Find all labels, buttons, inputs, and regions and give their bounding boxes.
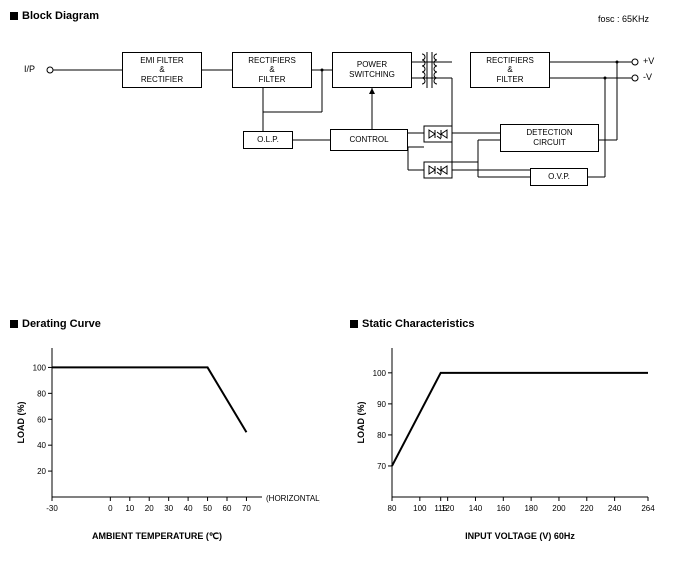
svg-text:120: 120 — [441, 504, 455, 513]
svg-text:40: 40 — [184, 504, 193, 513]
svg-text:20: 20 — [145, 504, 154, 513]
neg-v-label: -V — [643, 72, 652, 82]
static-title: Static Characteristics — [350, 318, 660, 330]
emi-filter-block: EMI FILTER&RECTIFIER — [122, 52, 202, 88]
svg-text:240: 240 — [608, 504, 622, 513]
svg-text:LOAD (%): LOAD (%) — [356, 402, 366, 444]
svg-text:AMBIENT TEMPERATURE (℃): AMBIENT TEMPERATURE (℃) — [92, 531, 222, 541]
svg-text:40: 40 — [37, 441, 46, 450]
svg-text:INPUT VOLTAGE (V) 60Hz: INPUT VOLTAGE (V) 60Hz — [465, 531, 575, 541]
svg-text:100: 100 — [373, 369, 387, 378]
olp-block: O.L.P. — [243, 131, 293, 149]
svg-text:-30: -30 — [46, 504, 58, 513]
rectifier1-block: RECTIFIERS&FILTER — [232, 52, 312, 88]
svg-text:LOAD (%): LOAD (%) — [16, 402, 26, 444]
svg-text:20: 20 — [37, 467, 46, 476]
svg-text:200: 200 — [552, 504, 566, 513]
svg-text:140: 140 — [469, 504, 483, 513]
svg-text:80: 80 — [377, 431, 386, 440]
block-diagram-title-text: Block Diagram — [22, 10, 99, 22]
svg-text:60: 60 — [37, 415, 46, 424]
svg-text:60: 60 — [223, 504, 232, 513]
svg-text:10: 10 — [125, 504, 134, 513]
svg-text:100: 100 — [413, 504, 427, 513]
derating-title: Derating Curve — [10, 318, 320, 330]
svg-text:(HORIZONTAL): (HORIZONTAL) — [266, 494, 320, 503]
svg-text:100: 100 — [33, 363, 47, 372]
svg-text:160: 160 — [497, 504, 511, 513]
block-diagram-title: Block Diagram — [10, 10, 668, 22]
svg-text:0: 0 — [108, 504, 113, 513]
svg-text:264: 264 — [641, 504, 655, 513]
svg-text:80: 80 — [37, 389, 46, 398]
square-bullet-icon — [350, 320, 358, 328]
svg-text:80: 80 — [388, 504, 397, 513]
svg-text:180: 180 — [524, 504, 538, 513]
control-block: CONTROL — [330, 129, 408, 151]
svg-text:50: 50 — [203, 504, 212, 513]
static-chart: 7080901008010011512014016018020022024026… — [350, 340, 660, 545]
derating-title-text: Derating Curve — [22, 318, 101, 330]
derating-chart: 20 40 60 80 100 -30 0 10 20 30 40 50 60 70 LOAD (%) AMB… — [10, 340, 320, 545]
svg-text:70: 70 — [377, 462, 386, 471]
opto-icon — [424, 126, 452, 142]
rectifier2-block: RECTIFIERS&FILTER — [470, 52, 550, 88]
power-switching-block: POWERSWITCHING — [332, 52, 412, 88]
block-diagram: I/P +V -V EMI FILTER&RECTIFIER RECTIFIER… — [10, 22, 670, 222]
svg-text:220: 220 — [580, 504, 594, 513]
svg-text:90: 90 — [377, 400, 386, 409]
ovp-block: O.V.P. — [530, 168, 588, 186]
square-bullet-icon — [10, 12, 18, 20]
detection-block: DETECTIONCIRCUIT — [500, 124, 599, 152]
opto-icon — [424, 162, 452, 178]
static-title-text: Static Characteristics — [362, 318, 475, 330]
svg-text:70: 70 — [242, 504, 251, 513]
square-bullet-icon — [10, 320, 18, 328]
pos-v-label: +V — [643, 56, 654, 66]
input-label: I/P — [24, 64, 35, 74]
svg-text:30: 30 — [164, 504, 173, 513]
